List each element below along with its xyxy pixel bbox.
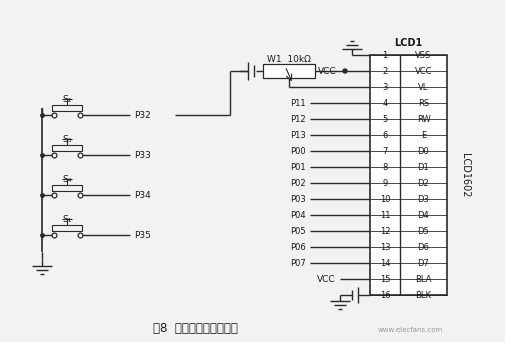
Text: 2: 2 — [382, 66, 388, 76]
Text: P11: P11 — [290, 98, 306, 107]
Bar — [370, 55, 447, 295]
Text: LCD1: LCD1 — [394, 38, 423, 48]
Text: P00: P00 — [290, 146, 306, 156]
Text: S₄: S₄ — [62, 174, 72, 184]
Text: D7: D7 — [418, 259, 429, 267]
Text: 16: 16 — [380, 290, 390, 300]
Bar — [52, 105, 82, 111]
Text: 3: 3 — [382, 82, 388, 92]
Text: 6: 6 — [382, 131, 388, 140]
Text: 8: 8 — [382, 162, 388, 171]
Text: 4: 4 — [382, 98, 388, 107]
Text: 5: 5 — [382, 115, 388, 123]
Text: D6: D6 — [418, 242, 429, 251]
Text: VCC: VCC — [317, 275, 336, 284]
Text: D2: D2 — [418, 179, 429, 187]
Text: E: E — [421, 131, 426, 140]
Text: 12: 12 — [380, 226, 390, 236]
Text: P01: P01 — [290, 162, 306, 171]
Text: 14: 14 — [380, 259, 390, 267]
Text: BLA: BLA — [415, 275, 432, 284]
Bar — [52, 225, 82, 231]
Text: 13: 13 — [380, 242, 390, 251]
Text: P02: P02 — [290, 179, 306, 187]
Text: S₁: S₁ — [62, 214, 72, 224]
Text: LCD1602: LCD1602 — [460, 153, 470, 197]
Text: 7: 7 — [382, 146, 388, 156]
Text: D3: D3 — [418, 195, 429, 203]
Text: 图8  按键控制与显示电路: 图8 按键控制与显示电路 — [153, 321, 237, 334]
Text: VCC: VCC — [318, 66, 337, 76]
Bar — [52, 185, 82, 191]
Text: D5: D5 — [418, 226, 429, 236]
Text: VSS: VSS — [416, 51, 432, 60]
Text: P03: P03 — [290, 195, 306, 203]
Text: D1: D1 — [418, 162, 429, 171]
Circle shape — [343, 69, 347, 73]
Text: 15: 15 — [380, 275, 390, 284]
Text: P06: P06 — [290, 242, 306, 251]
Text: P33: P33 — [134, 150, 151, 159]
Text: RW: RW — [417, 115, 430, 123]
Bar — [263, 64, 315, 78]
Text: P05: P05 — [290, 226, 306, 236]
Text: BLK: BLK — [416, 290, 431, 300]
Text: D4: D4 — [418, 210, 429, 220]
Text: W1  10kΩ: W1 10kΩ — [267, 54, 311, 64]
Text: P32: P32 — [134, 110, 151, 119]
Bar — [52, 145, 82, 151]
Text: 9: 9 — [382, 179, 388, 187]
Text: P12: P12 — [290, 115, 306, 123]
Text: VL: VL — [418, 82, 429, 92]
Text: www.elecfans.com: www.elecfans.com — [377, 327, 442, 333]
Text: 11: 11 — [380, 210, 390, 220]
Text: P35: P35 — [134, 231, 151, 239]
Text: S₂: S₂ — [62, 94, 72, 104]
Text: P13: P13 — [290, 131, 306, 140]
Text: 10: 10 — [380, 195, 390, 203]
Text: VCC: VCC — [415, 66, 432, 76]
Text: P34: P34 — [134, 190, 151, 199]
Text: RS: RS — [418, 98, 429, 107]
Text: P04: P04 — [290, 210, 306, 220]
Text: P07: P07 — [290, 259, 306, 267]
Text: D0: D0 — [418, 146, 429, 156]
Text: 1: 1 — [382, 51, 388, 60]
Text: S₃: S₃ — [62, 134, 72, 144]
